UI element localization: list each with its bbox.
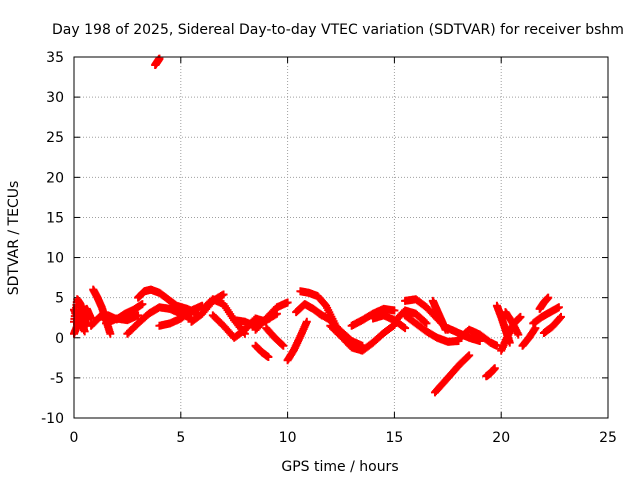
series-arc-32 bbox=[492, 301, 514, 347]
data-point bbox=[544, 293, 553, 302]
series-arc-26 bbox=[401, 311, 463, 346]
series-arc-36 bbox=[535, 293, 553, 313]
data-point bbox=[557, 312, 566, 321]
y-tick-label: -10 bbox=[41, 411, 64, 427]
data-point bbox=[399, 323, 408, 332]
x-axis-label: GPS time / hours bbox=[281, 459, 398, 475]
series-arc-35 bbox=[518, 324, 540, 350]
series-arc-04 bbox=[89, 285, 115, 338]
x-tick-label: 5 bbox=[176, 430, 185, 446]
y-tick-label: 10 bbox=[46, 251, 64, 267]
series-arc-39 bbox=[151, 54, 164, 70]
series-arc-14 bbox=[251, 298, 292, 334]
grid-lines bbox=[74, 57, 608, 418]
x-tick-label: 15 bbox=[385, 430, 403, 446]
data-point bbox=[465, 351, 474, 360]
y-tick-label: 30 bbox=[46, 90, 64, 106]
plot-frame bbox=[73, 56, 609, 419]
x-tick-label: 10 bbox=[279, 430, 297, 446]
series-arc-16 bbox=[262, 324, 288, 350]
series-arc-09 bbox=[155, 301, 207, 330]
series-arc-31 bbox=[482, 364, 499, 381]
data-point bbox=[490, 364, 499, 373]
data-point bbox=[264, 353, 273, 362]
data-point bbox=[554, 303, 563, 312]
data-point bbox=[358, 341, 367, 350]
data-point bbox=[279, 341, 288, 350]
y-tick-label: 15 bbox=[46, 210, 64, 226]
chart-title: Day 198 of 2025, Sidereal Day-to-day VTE… bbox=[52, 22, 624, 38]
data-point bbox=[516, 312, 525, 321]
series-arc-38 bbox=[539, 312, 566, 337]
data-point bbox=[390, 306, 399, 315]
data-point bbox=[138, 300, 147, 309]
data-point bbox=[492, 341, 501, 350]
data-point bbox=[219, 290, 228, 299]
data-point bbox=[401, 324, 410, 333]
y-axis-label: SDTVAR / TECUs bbox=[6, 181, 22, 296]
series-arc-30 bbox=[454, 325, 501, 350]
axis-ticks: 0 5 10 15 20 25 -10 -5 0 5 10 15 20 25 30 35 bbox=[41, 50, 617, 446]
data-points bbox=[70, 54, 566, 397]
series-arc-15 bbox=[251, 341, 273, 362]
y-tick-label: 5 bbox=[55, 291, 64, 307]
data-point bbox=[155, 54, 164, 63]
y-tick-label: 25 bbox=[46, 130, 64, 146]
data-point bbox=[80, 327, 89, 336]
series-arc-27 bbox=[430, 351, 474, 397]
series-arc-24 bbox=[390, 306, 431, 328]
series-arc-37 bbox=[529, 303, 563, 328]
x-tick-label: 20 bbox=[492, 430, 510, 446]
series-arc-03 bbox=[70, 305, 89, 336]
series-arc-34 bbox=[501, 308, 523, 339]
data-point bbox=[421, 318, 430, 327]
x-tick-label: 0 bbox=[70, 430, 79, 446]
series-arc-06 bbox=[102, 311, 143, 328]
data-point bbox=[464, 352, 473, 361]
data-point bbox=[302, 317, 311, 326]
data-point bbox=[555, 314, 564, 323]
data-point bbox=[278, 340, 287, 349]
series-arc-28 bbox=[428, 296, 450, 334]
y-tick-label: 20 bbox=[46, 170, 64, 186]
data-point bbox=[422, 319, 431, 328]
data-point bbox=[134, 311, 143, 320]
data-point bbox=[514, 330, 523, 339]
series-arc-21 bbox=[315, 309, 367, 350]
series-arc-02 bbox=[70, 304, 96, 338]
y-tick-label: 35 bbox=[46, 50, 64, 66]
y-tick-label: 0 bbox=[55, 331, 64, 347]
data-point bbox=[283, 298, 292, 307]
x-tick-label: 25 bbox=[599, 430, 617, 446]
y-tick-label: -5 bbox=[50, 371, 64, 387]
data-point bbox=[106, 329, 115, 338]
series-arc-17 bbox=[283, 317, 311, 365]
